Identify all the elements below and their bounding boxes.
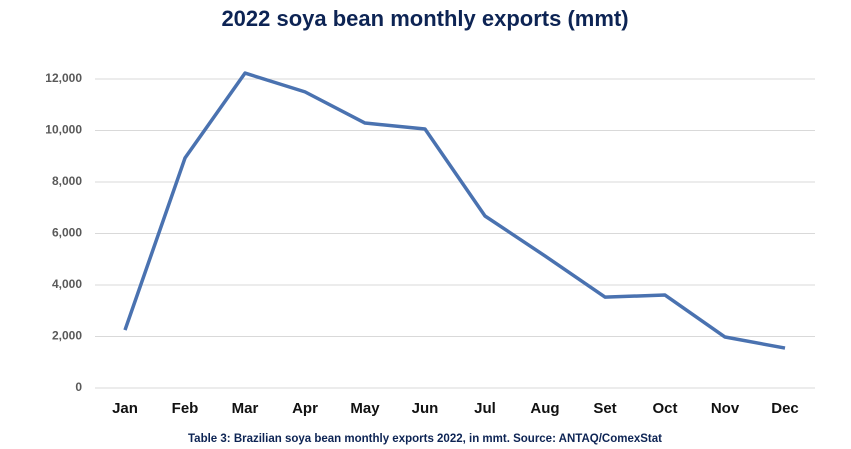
y-tick-label: 2,000 — [52, 329, 82, 343]
chart-title: 2022 soya bean monthly exports (mmt) — [221, 6, 628, 31]
x-tick-label: Set — [593, 400, 616, 417]
x-tick-label: Aug — [530, 400, 559, 417]
y-tick-label: 6,000 — [52, 226, 82, 240]
x-tick-label: Oct — [652, 400, 677, 417]
y-tick-label: 0 — [75, 380, 82, 394]
y-tick-label: 12,000 — [45, 71, 82, 85]
x-tick-label: Feb — [172, 400, 199, 417]
x-tick-label: Jun — [412, 400, 439, 417]
x-tick-label: Jul — [474, 400, 496, 417]
y-tick-label: 8,000 — [52, 174, 82, 188]
x-tick-label: Dec — [771, 400, 799, 417]
caption: Table 3: Brazilian soya bean monthly exp… — [188, 433, 662, 445]
x-tick-label: Apr — [292, 400, 318, 417]
x-tick-label: Jan — [112, 400, 138, 417]
x-tick-label: Nov — [711, 400, 740, 417]
data-line — [123, 71, 786, 350]
y-tick-label: 10,000 — [45, 123, 82, 137]
y-tick-label: 4,000 — [52, 277, 82, 291]
x-tick-label: May — [350, 400, 380, 417]
x-tick-label: Mar — [232, 400, 259, 417]
